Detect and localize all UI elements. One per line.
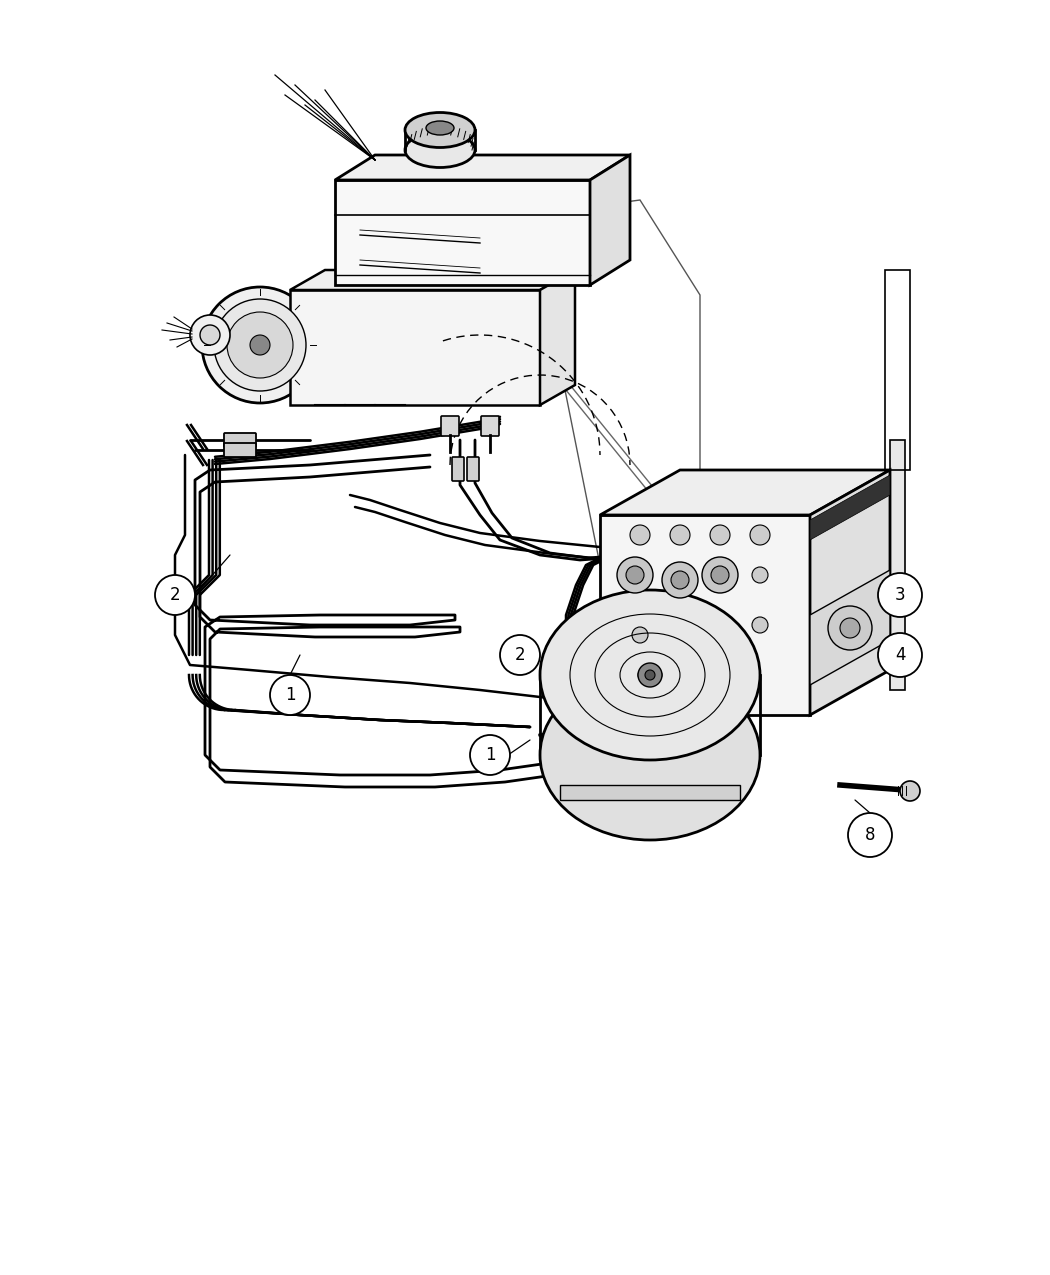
Circle shape [155,575,195,615]
Circle shape [632,627,648,643]
Circle shape [270,674,310,715]
Polygon shape [290,289,540,405]
Polygon shape [810,570,890,685]
Text: 1: 1 [485,746,496,764]
Circle shape [500,635,540,674]
Text: 1: 1 [285,686,295,704]
Circle shape [670,525,690,544]
Ellipse shape [405,112,475,148]
Text: 4: 4 [895,646,905,664]
Circle shape [848,813,892,857]
FancyBboxPatch shape [467,456,479,481]
Circle shape [710,525,730,544]
Circle shape [227,312,293,377]
FancyBboxPatch shape [452,456,464,481]
Polygon shape [335,180,590,286]
Polygon shape [560,785,740,799]
Circle shape [662,562,698,598]
Text: 3: 3 [895,586,905,604]
Circle shape [202,287,318,403]
Polygon shape [540,270,575,405]
Polygon shape [890,440,905,690]
Ellipse shape [426,121,454,135]
FancyBboxPatch shape [224,434,256,448]
Ellipse shape [405,133,475,167]
Polygon shape [600,515,810,715]
Circle shape [828,606,872,650]
Circle shape [878,632,922,677]
FancyBboxPatch shape [224,442,256,456]
Polygon shape [290,270,575,289]
Circle shape [750,525,770,544]
Circle shape [752,567,768,583]
Polygon shape [810,476,890,541]
Circle shape [630,525,650,544]
Ellipse shape [540,669,760,840]
Circle shape [711,566,729,584]
Circle shape [190,315,230,354]
Circle shape [702,557,738,593]
Text: 2: 2 [514,646,525,664]
Circle shape [214,300,306,391]
Circle shape [617,557,653,593]
Polygon shape [810,470,890,715]
Ellipse shape [540,590,760,760]
Circle shape [645,669,655,680]
Circle shape [671,571,689,589]
Circle shape [878,572,922,617]
Circle shape [638,663,662,687]
Circle shape [626,566,644,584]
Polygon shape [335,156,630,180]
Polygon shape [590,156,630,286]
FancyBboxPatch shape [481,416,499,436]
Circle shape [250,335,270,354]
Circle shape [752,617,768,632]
Circle shape [840,618,860,638]
Circle shape [900,782,920,801]
FancyBboxPatch shape [441,416,459,436]
Circle shape [470,734,510,775]
Circle shape [200,325,220,346]
Text: 8: 8 [865,826,876,844]
Text: 2: 2 [170,586,181,604]
Polygon shape [600,470,890,515]
